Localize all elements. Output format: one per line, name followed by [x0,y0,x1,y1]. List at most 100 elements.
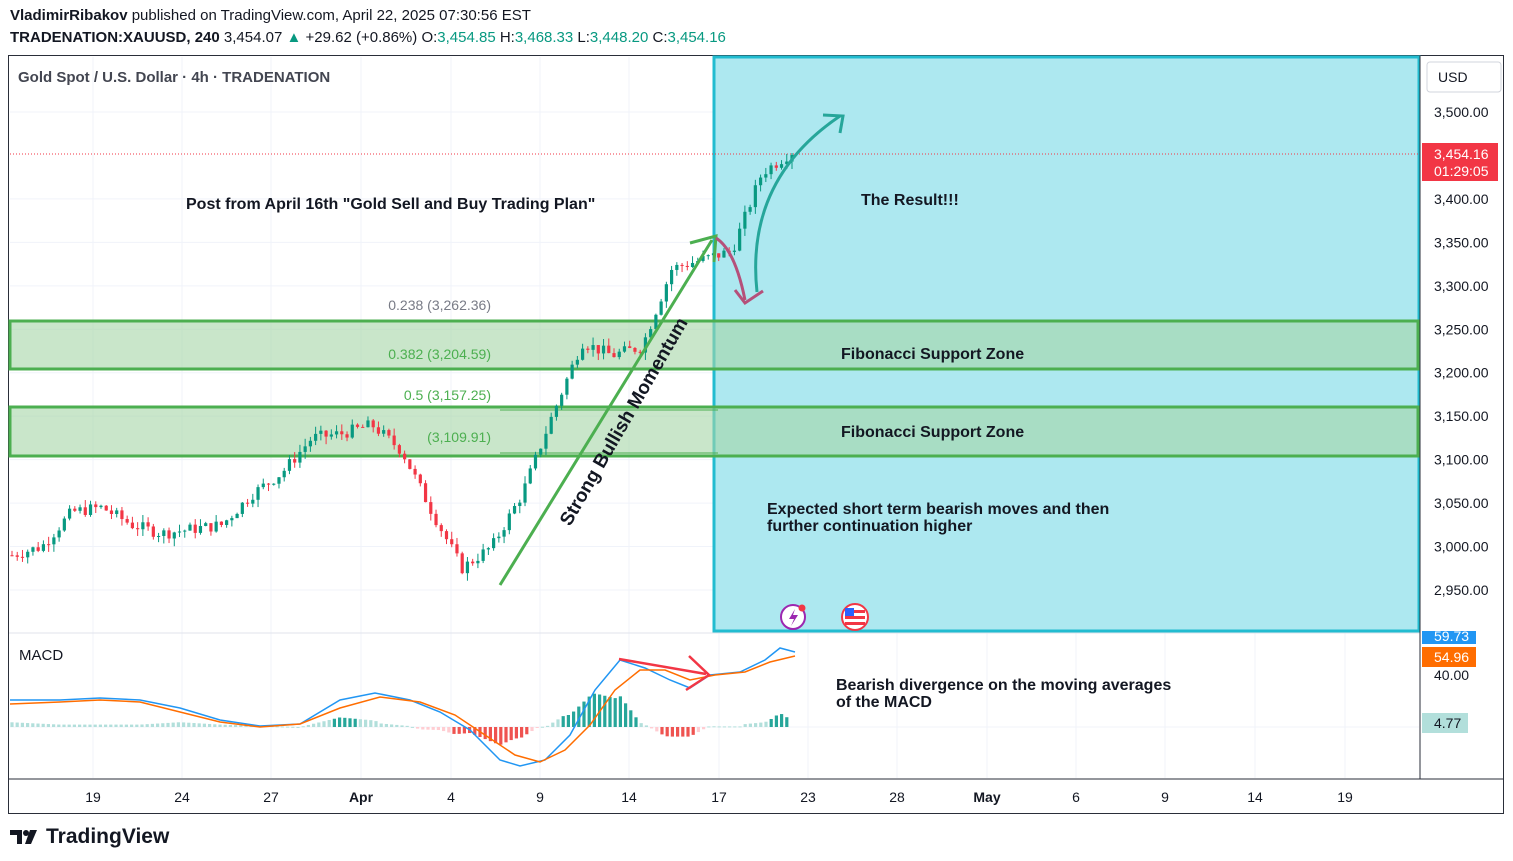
result-annotation: The Result!!! [861,192,959,209]
candle-body [701,256,705,262]
candle-body [36,547,40,551]
candle-body [512,506,517,514]
ticker-line: TRADENATION:XAUUSD, 240 3,454.07 ▲ +29.6… [10,29,726,46]
histogram-bar [182,722,186,727]
currency-button[interactable] [1426,61,1502,93]
symbol-label: TRADENATION:XAUUSD, 240 [10,29,220,46]
histogram-bar [551,722,555,727]
author-name[interactable]: VladimirRibakov [10,7,128,24]
histogram-bar [140,724,144,727]
post-annotation: Post from April 16th "Gold Sell and Buy … [186,196,595,213]
candle-body [204,523,208,526]
candle-body [554,405,559,417]
candle-body [193,524,197,533]
histogram-bar [369,720,373,727]
expected-annotation-line1: Expected short term bearish moves and th… [767,501,1109,518]
candle-body [41,544,46,551]
candle-body [434,513,438,526]
histogram-bar [109,724,113,727]
histogram-bar [494,727,498,744]
candle-body [376,427,381,434]
high-label: H: [499,29,515,46]
histogram-bar [114,724,118,727]
x-tick-label: 14 [1247,789,1263,805]
histogram-bar [332,718,336,727]
fib-zone-upper[interactable] [8,319,1420,371]
candles [10,153,794,581]
candle-body [324,430,328,437]
histogram-bar [52,724,56,727]
histogram-bar [322,721,326,727]
histogram-bar [338,717,342,727]
histogram-bar [717,726,721,728]
candle-body [230,518,234,521]
histogram-bar [67,724,71,727]
candle-body [518,502,522,507]
histogram-bar [457,727,461,734]
lightning-event-icon[interactable] [780,604,806,630]
histogram-bar [577,706,581,727]
candle-body [429,502,433,514]
histogram-bar [104,724,108,727]
candle-body [287,459,292,471]
open-value: 3,454.85 [437,29,496,46]
time-axis[interactable]: 19 24 27 Apr 4 9 14 17 23 28 May 6 9 14 19 [85,789,1353,805]
tradingview-logo[interactable]: TradingView [10,825,169,849]
histogram-bar [592,693,596,727]
histogram-bar [514,727,518,739]
histogram-bar [748,723,752,727]
histogram-bar [416,727,420,729]
candle-body [502,530,506,537]
histogram-bar [20,722,24,727]
histogram-bar [764,721,768,727]
candle-body [334,431,339,435]
histogram-bar [691,727,695,735]
candle-body [486,548,490,550]
price-tag-countdown: 01:29:05 [1434,163,1489,179]
candle-body [659,301,663,315]
momentum-arrow-head [689,234,718,263]
histogram-bar [566,715,570,727]
histogram-bar [41,723,45,727]
histogram-bar [613,698,617,727]
candle-body [628,346,632,349]
histogram-bar [733,726,737,728]
histogram-bar [452,727,456,734]
candle-body [272,483,276,485]
histogram-bar [436,727,440,731]
candle-body [596,345,600,354]
us-flag-event-icon[interactable] [841,603,869,631]
histogram-bar [629,710,633,727]
histogram-bar [306,724,310,727]
candle-body [314,433,318,441]
y-tick-label: 3,000.00 [1434,539,1489,555]
candle-body [643,337,648,353]
x-tick-label: 24 [174,789,190,805]
histogram-bar [754,723,758,727]
candle-body [235,513,239,519]
y-tick-label: 3,400.00 [1434,191,1489,207]
candle-body [581,348,585,360]
candle-body [329,434,333,437]
histogram-bar [712,726,716,728]
price-change: +29.62 (+0.86%) [305,29,418,46]
fib-zone-lower[interactable] [8,405,1420,458]
y-tick-label: 3,500.00 [1434,104,1489,120]
candle-body [706,255,710,257]
histogram-bar [379,723,383,727]
histogram-bar [405,725,409,727]
histogram-bar [78,724,82,727]
histogram-bar [634,717,638,727]
histogram-bar [353,718,357,727]
histogram-bar [228,724,232,727]
histogram-bar [57,724,61,727]
candle-body [387,430,391,436]
price-axis[interactable]: 2,950.00 3,000.00 3,050.00 3,100.00 3,150.00… [1434,104,1489,598]
histogram-bar [561,716,565,727]
histogram-bar [535,727,539,728]
histogram-bar [520,727,524,738]
candle-body [109,510,114,514]
histogram-bar [587,696,591,727]
fib-label-bottom: (3,109.91) [427,429,491,445]
